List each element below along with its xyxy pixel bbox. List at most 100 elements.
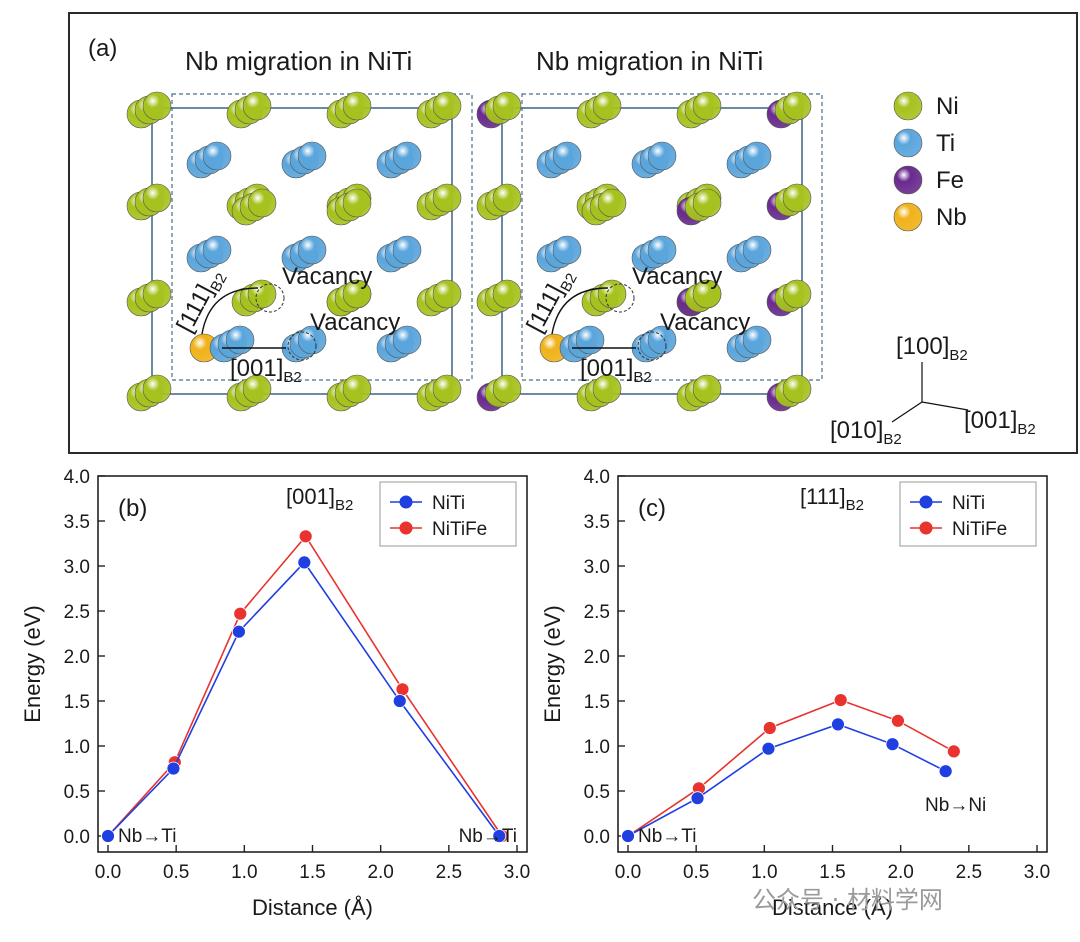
ni-stack-2 [242, 374, 272, 404]
chart-1: 0.00.51.01.52.02.53.03.54.00.0 0.5 1.0 1.5 2… [540, 467, 1050, 920]
x-tick-label: 0.5 [683, 862, 709, 883]
start-label: Nb→Ti [118, 826, 176, 847]
ti-stack-2 [552, 235, 582, 265]
ni-stack-2 [432, 374, 462, 404]
data-point-NiTiFe [621, 829, 635, 843]
vacancy-001 [637, 331, 667, 361]
y-tick-label: 2.5 [64, 602, 90, 623]
dir-111-label: [111]B2 [171, 264, 230, 339]
chart-0: 0.0 0.5 1.0 1.5 2.0 2.5 3.0 3.5 4.0 0.0 0.5 1.0 1.5 2… [20, 467, 530, 920]
ni-stack-mid-2 [597, 279, 627, 309]
x-tick-label: 0.0 [615, 862, 641, 883]
vacancy-111 [605, 283, 635, 313]
vacancy-label: Vacancy [310, 309, 400, 336]
ni-stack-2 [432, 91, 462, 121]
x-tick-label: 0.0 [95, 862, 121, 883]
y-tick-label: 0.0 [64, 827, 90, 848]
series-line-NiTiFe [107, 534, 503, 837]
axis-010 [891, 401, 923, 423]
cell-back-frame [171, 93, 473, 381]
series-line-NiTi [627, 723, 947, 837]
legend-ni-ball [893, 91, 923, 121]
data-point-NiTiFe [946, 744, 961, 759]
ti-stack-2 [297, 235, 327, 265]
dir-111-label: [111]B2 [521, 264, 580, 339]
data-point-NiTiFe [691, 781, 706, 796]
plot-frame [97, 475, 528, 853]
series-line-NiTiFe [627, 699, 955, 837]
data-point-NiTi [492, 829, 507, 843]
data-point-NiTiFe [762, 721, 777, 735]
x-tick-label: 2.5 [956, 862, 982, 883]
x-tick-label: 0.5 [163, 862, 189, 883]
watermark: 公众号 · 材料学网 [752, 886, 943, 914]
panel-a-label: (a) [88, 35, 117, 62]
plot-frame [617, 475, 1048, 853]
legend-nb: Nb [936, 204, 967, 231]
ti-stack-2 [647, 325, 677, 355]
ti-stack-2 [392, 325, 422, 355]
panel-label: (b) [118, 495, 147, 522]
data-point-NiTi [231, 624, 246, 639]
legend-ti-ball [893, 128, 923, 158]
y-tick-label: 2.0 [64, 647, 90, 668]
legend-entry-NiTiFe: NiTiFe [432, 519, 487, 540]
arrow-111 [551, 287, 609, 335]
ni-stack-2 [142, 91, 172, 121]
data-point-NiTi [885, 737, 900, 752]
ti-stack-2 [742, 325, 772, 355]
vacancy-001 [287, 331, 317, 361]
arrow-111 [201, 287, 259, 335]
legend-box [899, 481, 1037, 547]
ni-stack-mid-2 [692, 188, 722, 218]
ti-stack-2 [552, 141, 582, 171]
vacancy-label: Vacancy [632, 263, 722, 290]
data-point-NiTiFe [395, 682, 410, 697]
ni-stack-2 [492, 183, 522, 213]
vacancy-111 [255, 283, 285, 313]
legend-entry-NiTi: NiTi [432, 493, 465, 514]
data-point-NiTiFe [891, 713, 905, 728]
legend-marker-NiTi [919, 495, 933, 509]
y-tick-label: 2.0 [584, 647, 610, 668]
ti-stack-2 [297, 141, 327, 171]
legend-fe-ball [893, 165, 923, 195]
legend-box [379, 481, 517, 547]
ni-stack-2 [592, 374, 622, 404]
ni-stack-2 [492, 279, 522, 309]
legend-fe: Fe [936, 167, 964, 194]
y-tick-label: 2.5 [584, 602, 610, 623]
direction-annotation: [001]B2 [286, 484, 353, 514]
x-tick-label: 1.5 [299, 862, 325, 883]
y-axis-label: Energy (eV) [540, 605, 565, 722]
series-line-NiTi [107, 561, 500, 837]
data-point-NiTi [166, 761, 181, 776]
x-tick-label: 3.0 [504, 862, 530, 883]
ni-stack-mid-2 [597, 188, 627, 218]
ni-stack-mid-2 [247, 279, 277, 309]
legend-marker-NiTi [399, 495, 413, 509]
axis-010-label: [010]B2 [830, 417, 902, 448]
left-title: Nb migration in NiTi [185, 46, 412, 76]
ni-stack-mid-2 [342, 188, 372, 218]
y-tick-label: 1.0 [584, 737, 610, 758]
ni-stack-2 [342, 91, 372, 121]
legend-marker-NiTiFe [919, 521, 933, 535]
cell-back-frame [521, 93, 823, 381]
data-point-NiTi [831, 717, 845, 732]
ni-stack-2 [432, 279, 462, 309]
y-tick-label: 0.5 [64, 782, 90, 803]
y-tick-label: 0.0 [584, 827, 610, 848]
start-label: Nb→Ti [638, 826, 696, 847]
data-point-NiTiFe [233, 606, 248, 621]
y-tick-label: 1.0 [64, 737, 90, 758]
ti-stack-2 [742, 141, 772, 171]
y-tick-label: 1.5 [584, 692, 610, 713]
ti-stack-2 [297, 325, 327, 355]
ni-stack-mid-2 [692, 279, 722, 309]
y-tick-label: 3.5 [584, 512, 610, 533]
dir-001-label: [001]B2 [230, 355, 302, 386]
x-tick-label: 3.0 [1024, 862, 1050, 883]
ni-stack-2 [782, 279, 812, 309]
ti-stack-2 [392, 141, 422, 171]
